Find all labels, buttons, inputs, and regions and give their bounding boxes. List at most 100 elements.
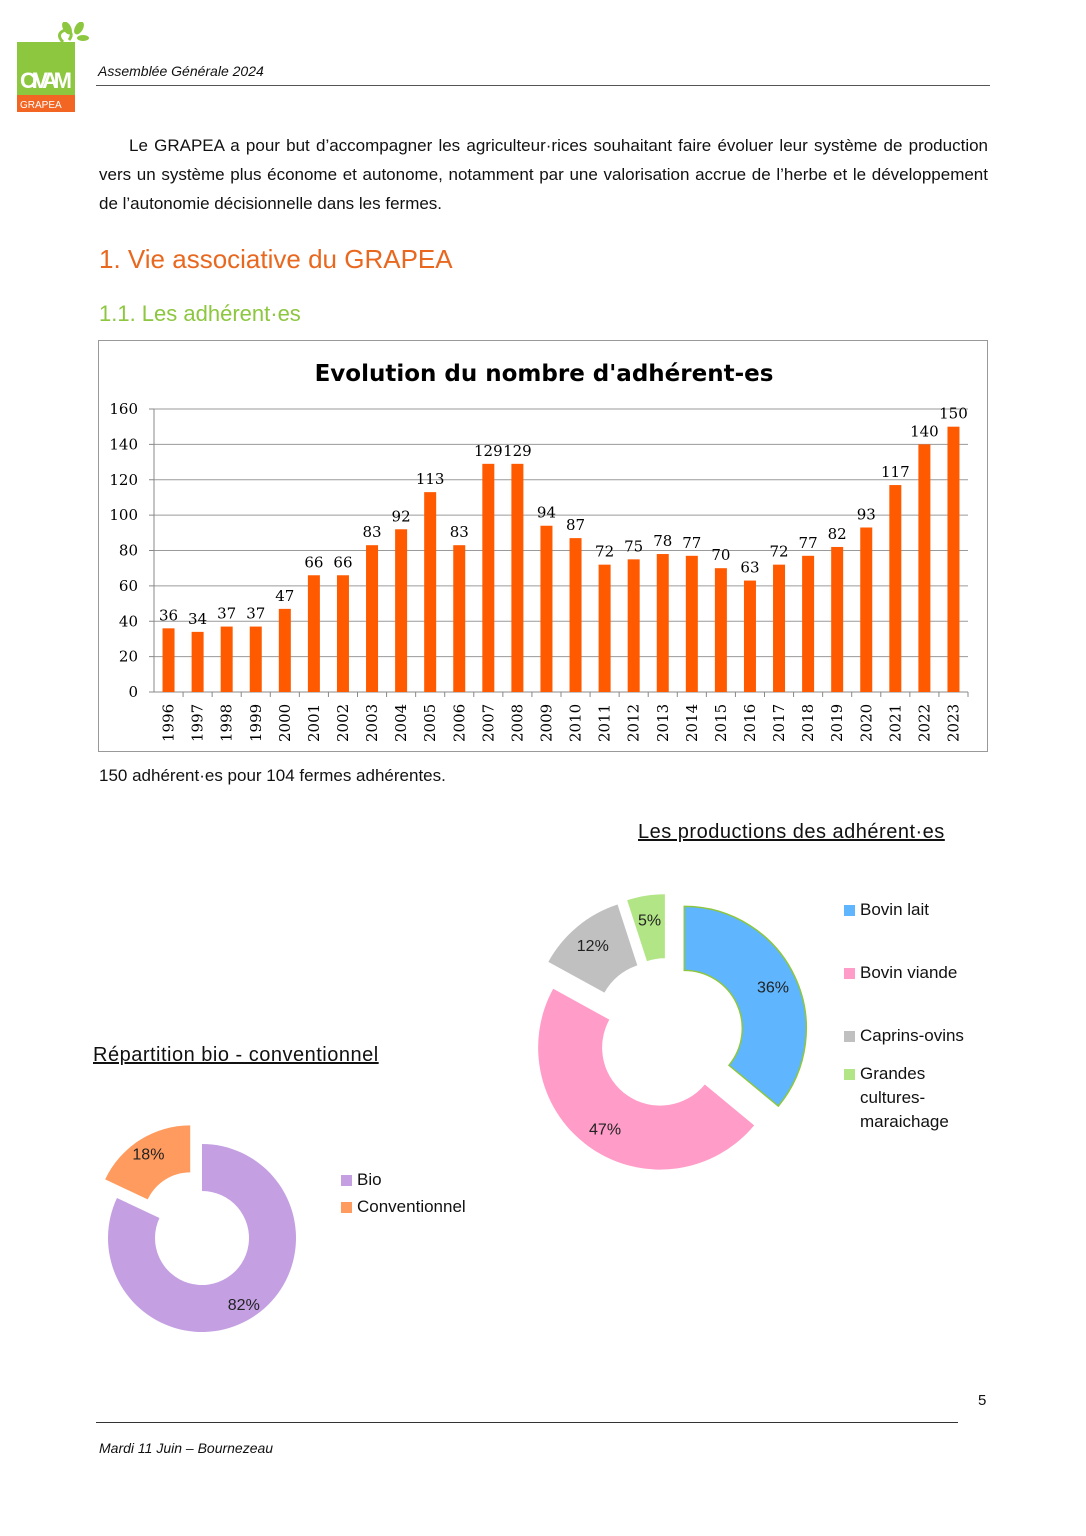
bar-2000: [278, 608, 291, 692]
subsection-title: 1.1. Les adhérent·es: [99, 301, 301, 326]
bar-2009: [540, 525, 553, 692]
legend-swatch: [844, 968, 855, 979]
data-label: 150: [939, 405, 968, 423]
data-label: 117: [881, 463, 910, 481]
x-tick-label: 2005: [421, 704, 439, 742]
data-label: 83: [450, 523, 469, 541]
x-tick-label: 2015: [712, 704, 730, 742]
x-tick-label: 2019: [828, 704, 846, 742]
x-tick-label: 1996: [160, 704, 178, 742]
x-tick-label: 2016: [741, 704, 759, 742]
x-tick-label: 2018: [799, 704, 817, 742]
bar-2014: [685, 555, 698, 692]
x-tick-label: 1999: [247, 704, 265, 742]
bar-1999: [249, 626, 262, 692]
legend-label: Caprins-ovins: [860, 1026, 964, 1045]
data-label: 129: [503, 442, 532, 460]
members-bar-chart: Evolution du nombre d'adhérent-es 0 20 40 6…: [109, 361, 969, 742]
legend-label: Bovin viande: [860, 963, 958, 982]
bar-2012: [627, 559, 640, 692]
header-divider: [96, 85, 990, 86]
bar-2003: [366, 545, 379, 692]
data-label: 87: [566, 516, 585, 534]
x-tick-label: 2008: [508, 704, 526, 742]
bar-2022: [918, 444, 931, 692]
slice-bovin-lait: [683, 905, 808, 1108]
data-label: 66: [304, 553, 323, 571]
legend-swatch: [844, 1069, 855, 1080]
bar-2001: [307, 575, 320, 692]
slice-label: 5%: [638, 912, 661, 929]
legend-label: Grandes cultures-maraichage: [860, 1064, 949, 1131]
data-label: 94: [537, 504, 556, 522]
x-tick-label: 2023: [944, 704, 962, 742]
logo-text: CIVAM: [20, 68, 72, 93]
bar-1996: [162, 628, 175, 692]
legend-swatch: [844, 905, 855, 916]
page-number: 5: [978, 1392, 987, 1409]
y-tick-label: 120: [109, 471, 138, 489]
slice-label: 82%: [228, 1297, 260, 1314]
bar-2008: [511, 463, 524, 692]
bar-2013: [656, 554, 669, 692]
x-tick-label: 2009: [537, 704, 555, 742]
slice-label: 36%: [757, 980, 789, 997]
slice-label: 18%: [132, 1147, 164, 1164]
data-label: 77: [682, 534, 701, 552]
bar-2011: [598, 564, 611, 692]
data-label: 140: [910, 422, 939, 440]
data-label: 129: [474, 442, 503, 460]
legend-label: Bovin lait: [860, 900, 929, 919]
slice-label: 47%: [589, 1122, 621, 1139]
slice-grandes-cultures-maraichage: [627, 894, 665, 962]
data-label: 70: [711, 546, 730, 564]
slice-conventionnel: [105, 1125, 191, 1200]
x-tick-label: 2014: [683, 704, 701, 742]
bio-chart-title: Répartition bio - conventionnel: [93, 1044, 379, 1066]
y-tick-label: 160: [109, 400, 138, 418]
x-tick-label: 1997: [189, 704, 207, 742]
bar-2010: [569, 538, 582, 692]
y-tick-label: 60: [119, 577, 138, 595]
x-tick-label: 2010: [567, 704, 585, 742]
data-label: 78: [653, 532, 672, 550]
x-tick-label: 2004: [392, 704, 410, 742]
legend-swatch: [341, 1175, 352, 1186]
x-tick-label: 2003: [363, 704, 381, 742]
logo-sub: GRAPEA: [20, 100, 62, 111]
header-title: Assemblée Générale 2024: [98, 63, 264, 79]
data-label: 47: [275, 587, 294, 605]
x-tick-label: 2020: [857, 704, 875, 742]
bar-2017: [773, 564, 786, 692]
y-tick-label: 40: [119, 612, 138, 630]
bar-1998: [220, 626, 233, 692]
bar-2006: [453, 545, 466, 692]
slice-caprins-ovins: [548, 904, 638, 993]
legend-item: Bovin viande: [844, 961, 984, 985]
bar-2023: [947, 426, 960, 692]
data-label: 113: [416, 470, 445, 488]
data-label: 72: [769, 543, 788, 561]
data-label: 63: [740, 559, 759, 577]
x-tick-label: 2002: [334, 704, 352, 742]
bio-legend: Bio Conventionnel: [341, 1168, 521, 1222]
x-tick-label: 1998: [218, 704, 236, 742]
y-tick-label: 0: [128, 683, 138, 701]
bar-1997: [191, 631, 204, 692]
bar-2019: [831, 546, 844, 692]
data-label: 37: [217, 605, 236, 623]
data-label: 37: [246, 605, 265, 623]
legend-item: Bio: [341, 1168, 521, 1192]
y-tick-label: 20: [119, 648, 138, 666]
bar-2005: [424, 492, 437, 692]
data-label: 34: [188, 610, 207, 628]
x-tick-label: 2017: [770, 704, 788, 742]
footer-divider: [96, 1422, 958, 1423]
bar-2002: [336, 575, 349, 692]
x-tick-label: 2012: [625, 704, 643, 742]
civam-grapea-logo: CIVAM GRAPEA: [17, 22, 89, 112]
x-tick-label: 2000: [276, 704, 294, 742]
legend-label: Conventionnel: [357, 1197, 466, 1216]
